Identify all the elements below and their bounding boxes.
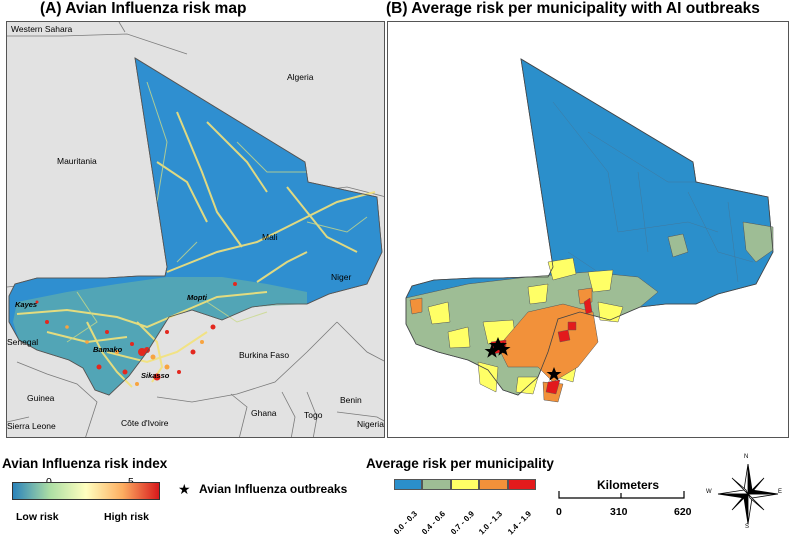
compass-e: E xyxy=(778,489,783,495)
risk-warm-spots xyxy=(65,325,204,386)
label-nigeria: Nigeria xyxy=(357,419,384,429)
class-swatch xyxy=(450,479,480,490)
compass-n: N xyxy=(744,454,749,460)
scale-tick-0: 0 xyxy=(556,506,562,518)
high-risk-label: High risk xyxy=(104,511,149,523)
compass-s: S xyxy=(745,524,750,530)
label-western-sahara: Western Sahara xyxy=(11,24,73,34)
label-sierra-leone: Sierra Leone xyxy=(7,421,56,431)
risk-hotspots xyxy=(35,282,237,381)
label-ghana: Ghana xyxy=(251,408,277,418)
risk-map-svg xyxy=(7,22,384,437)
panel-a-title: (A) Avian Influenza risk map xyxy=(40,0,247,17)
minor-corridors xyxy=(66,81,368,343)
risk-corridors xyxy=(16,111,376,388)
municipality-class-legend xyxy=(394,479,536,490)
label-mopti: Mopti xyxy=(187,293,207,302)
label-mauritania: Mauritania xyxy=(57,156,97,166)
label-benin: Benin xyxy=(340,395,362,405)
label-kayes: Kayes xyxy=(15,300,38,309)
scale-tick-310: 310 xyxy=(610,506,628,518)
label-togo: Togo xyxy=(304,410,323,420)
municipality-map-svg xyxy=(405,58,774,403)
label-niger: Niger xyxy=(331,272,352,282)
outbreak-legend-label: Avian Influenza outbreaks xyxy=(199,482,348,496)
risk-map-panel: Western Sahara Algeria Mauritania Mali N… xyxy=(6,21,385,438)
compass-rose-icon xyxy=(717,463,779,525)
scale-bar-title: Kilometers xyxy=(597,478,660,492)
label-burkina-faso: Burkina Faso xyxy=(239,350,290,360)
label-mali: Mali xyxy=(262,232,278,242)
panel-b-title: (B) Average risk per municipality with A… xyxy=(386,0,760,17)
class-swatch xyxy=(507,479,536,490)
risk-gradient-bar xyxy=(12,482,160,500)
compass-w: W xyxy=(706,489,712,495)
outbreak-markers xyxy=(484,337,562,381)
class-swatch xyxy=(422,479,451,490)
label-sikasso: Sikasso xyxy=(141,371,170,380)
class-swatch xyxy=(394,479,423,490)
class-swatch xyxy=(479,479,508,490)
scale-tick-620: 620 xyxy=(674,506,692,518)
municipality-legend-title: Average risk per municipality xyxy=(366,456,554,471)
municipality-borders-north xyxy=(552,101,754,283)
label-bamako: Bamako xyxy=(93,345,123,354)
label-algeria: Algeria xyxy=(287,72,314,82)
label-cote-divoire: Côte d'Ivoire xyxy=(121,418,169,428)
outbreak-star-icon: ★ xyxy=(178,481,191,497)
scale-bar xyxy=(558,491,685,499)
label-senegal: Senegal xyxy=(7,337,39,347)
label-guinea: Guinea xyxy=(27,393,55,403)
low-risk-label: Low risk xyxy=(16,511,59,523)
municipality-map-panel xyxy=(387,21,789,438)
risk-index-legend-title: Avian Influenza risk index xyxy=(2,456,168,471)
